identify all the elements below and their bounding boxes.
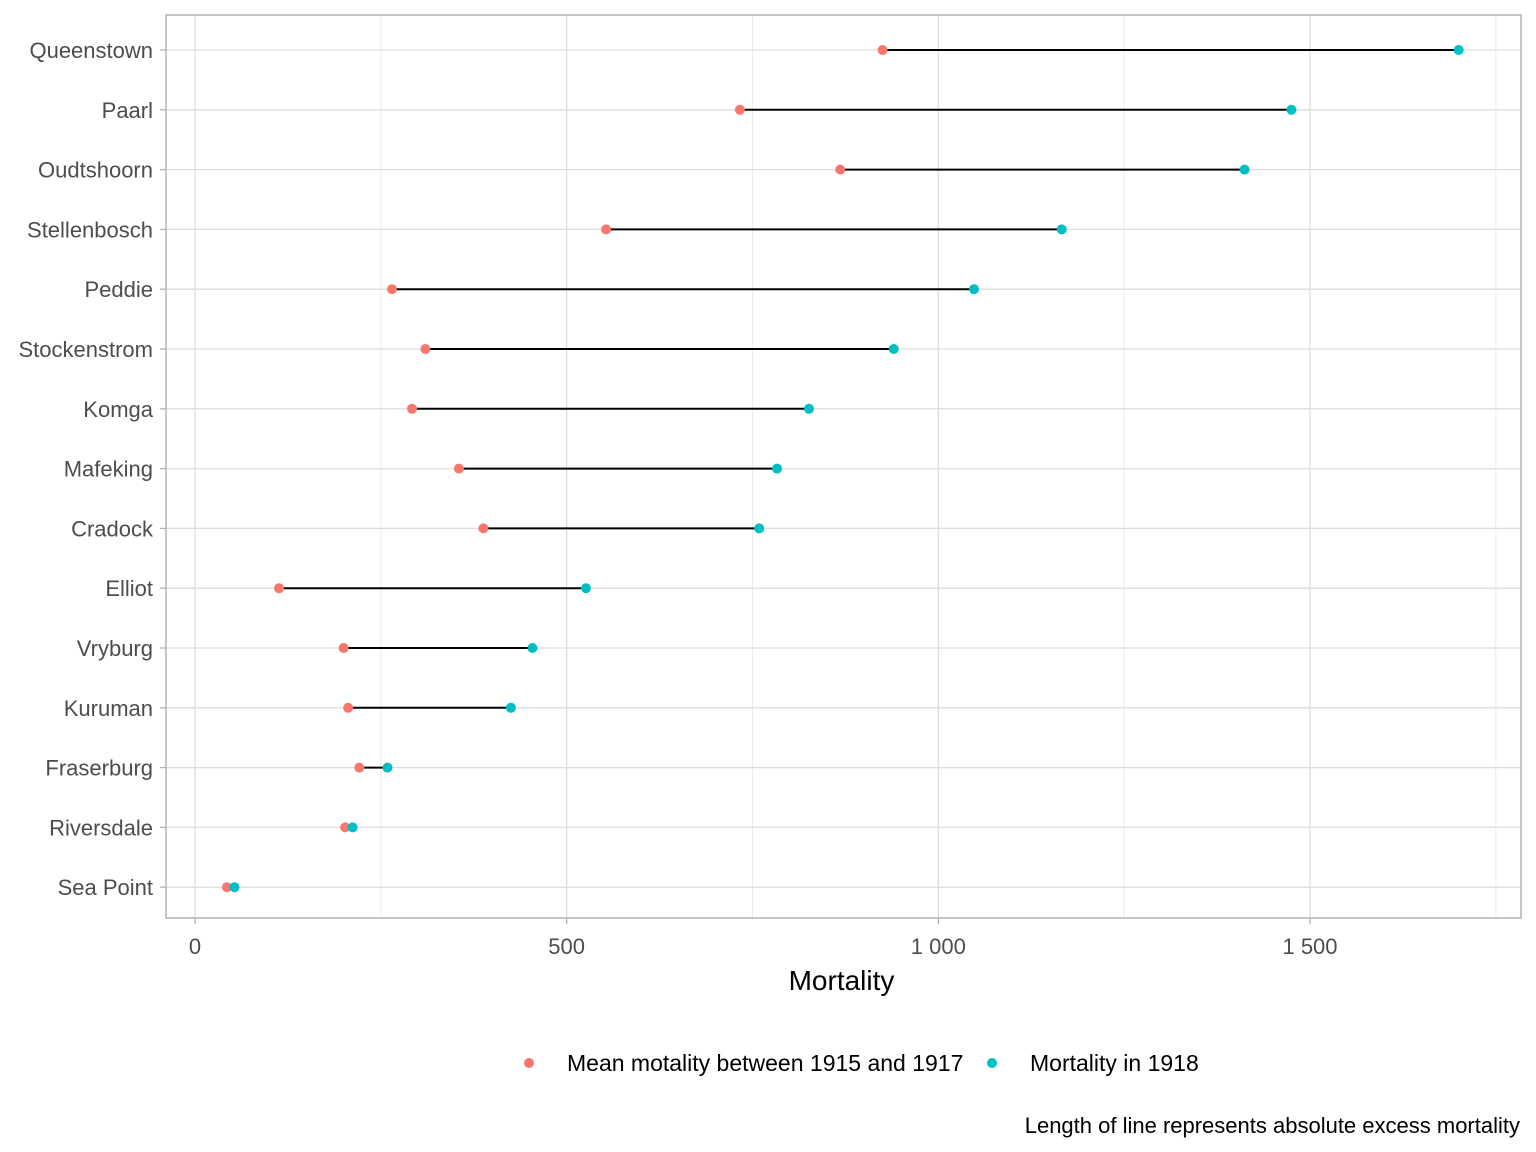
y-tick-label: Paarl <box>102 98 153 123</box>
point-mean-1915-1917 <box>221 882 232 893</box>
excess-lines <box>226 49 1459 889</box>
point-mean-1915-1917 <box>734 104 745 115</box>
y-tick-label: Stockenstrom <box>19 337 154 362</box>
point-1918 <box>229 882 240 893</box>
point-mean-1915-1917 <box>601 224 612 235</box>
point-1918 <box>888 344 899 354</box>
y-tick-label: Komga <box>83 397 153 422</box>
point-1918 <box>527 643 538 653</box>
point-mean-1915-1917 <box>386 284 397 295</box>
y-tick-label: Cradock <box>71 516 154 541</box>
point-mean-1915-1917 <box>340 822 351 833</box>
data-points <box>221 45 1464 893</box>
point-mean-1915-1917 <box>338 643 349 653</box>
legend-key <box>524 1058 534 1068</box>
point-mean-1915-1917 <box>420 344 431 354</box>
point-1918 <box>1286 104 1297 115</box>
y-tick-label: Oudtshoorn <box>38 158 153 183</box>
point-mean-1915-1917 <box>835 164 846 175</box>
point-1918 <box>505 702 516 713</box>
caption: Length of line represents absolute exces… <box>1025 1113 1520 1138</box>
y-tick-label: Kuruman <box>64 696 153 721</box>
x-tick-label: 1 500 <box>1282 934 1337 959</box>
point-1918 <box>969 284 980 295</box>
y-tick-label: Mafeking <box>64 457 153 482</box>
panel-border <box>165 14 1522 919</box>
point-1918 <box>754 523 765 534</box>
point-1918 <box>347 822 358 833</box>
point-1918 <box>580 583 591 594</box>
legend-key <box>987 1058 997 1068</box>
y-tick-label: Sea Point <box>58 875 153 900</box>
y-tick-label: Stellenbosch <box>27 217 153 242</box>
y-tick-label: Vryburg <box>77 636 153 661</box>
y-tick-label: Riversdale <box>49 815 153 840</box>
point-mean-1915-1917 <box>354 762 365 773</box>
y-tick-label: Peddie <box>84 277 153 302</box>
point-mean-1915-1917 <box>478 523 489 534</box>
x-tick-label: 500 <box>548 934 585 959</box>
legend: Mean motality between 1915 and 1917 Morta… <box>524 1050 1199 1076</box>
legend-label: Mean motality between 1915 and 1917 <box>567 1050 963 1076</box>
x-tick-label: 0 <box>189 934 201 959</box>
y-tick-label: Fraserburg <box>45 756 153 781</box>
y-tick-label: Elliot <box>105 576 153 601</box>
legend-label: Mortality in 1918 <box>1030 1050 1199 1076</box>
point-mean-1915-1917 <box>273 583 284 594</box>
y-axis-ticks: Queenstown Paarl Oudtshoorn Stellenbosch Ped… <box>19 38 166 900</box>
point-mean-1915-1917 <box>877 45 888 55</box>
point-1918 <box>1453 45 1464 55</box>
y-tick-label: Queenstown <box>29 38 153 63</box>
point-1918 <box>803 403 814 414</box>
point-mean-1915-1917 <box>407 403 418 414</box>
x-axis-title: Mortality <box>789 965 895 996</box>
point-mean-1915-1917 <box>343 702 354 713</box>
point-mean-1915-1917 <box>453 463 464 474</box>
x-tick-label: 1 000 <box>911 934 966 959</box>
point-1918 <box>1056 224 1067 235</box>
point-1918 <box>1239 164 1250 175</box>
point-1918 <box>772 463 783 474</box>
x-axis-ticks: 0 500 1 000 1 500 <box>189 918 1338 959</box>
point-1918 <box>382 762 393 773</box>
